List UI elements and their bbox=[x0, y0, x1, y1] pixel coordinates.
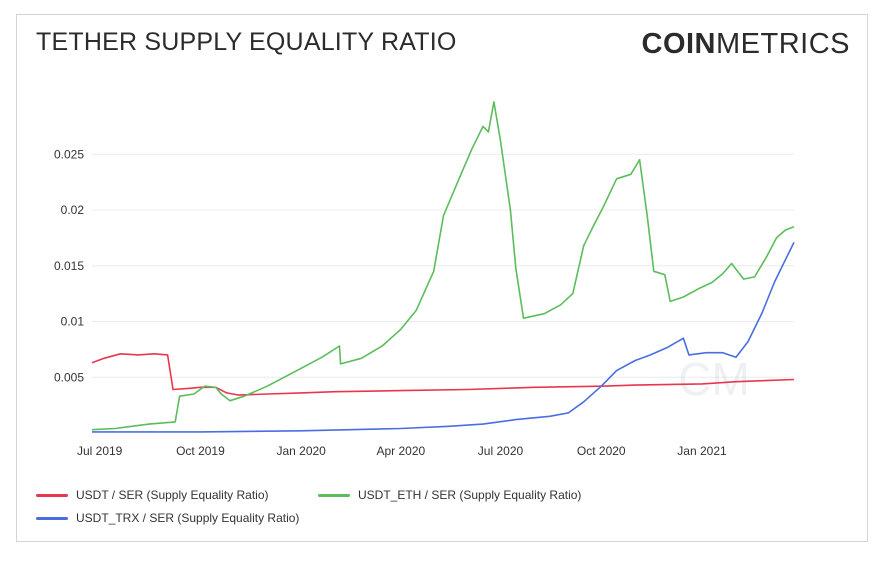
y-tick-label: 0.015 bbox=[54, 259, 84, 273]
x-axis-ticks: Jul 2019 Oct 2019 Jan 2020 Apr 2020 Jul 2020… bbox=[77, 444, 727, 458]
y-axis-ticks: 0.005 0.01 0.015 0.02 0.025 bbox=[54, 147, 84, 384]
legend-label-usdt-eth: USDT_ETH / SER (Supply Equality Ratio) bbox=[358, 488, 582, 502]
legend-item-usdt: USDT / SER (Supply Equality Ratio) bbox=[36, 488, 269, 502]
svg-text:CM: CM bbox=[678, 353, 750, 405]
legend-swatch-usdt-trx bbox=[36, 516, 68, 520]
x-tick-label: Jul 2020 bbox=[478, 444, 524, 458]
gridlines bbox=[92, 153, 794, 378]
x-tick-label: Oct 2019 bbox=[176, 444, 225, 458]
y-tick-label: 0.02 bbox=[61, 203, 85, 217]
y-tick-label: 0.01 bbox=[61, 315, 85, 329]
cm-watermark-icon: CM bbox=[678, 353, 750, 405]
y-tick-label: 0.005 bbox=[54, 370, 84, 384]
x-tick-label: Apr 2020 bbox=[376, 444, 425, 458]
legend-label-usdt-trx: USDT_TRX / SER (Supply Equality Ratio) bbox=[76, 511, 300, 525]
x-tick-label: Jan 2020 bbox=[276, 444, 326, 458]
legend-label-usdt: USDT / SER (Supply Equality Ratio) bbox=[76, 488, 269, 502]
x-tick-label: Jul 2019 bbox=[77, 444, 123, 458]
x-tick-label: Jan 2021 bbox=[677, 444, 727, 458]
y-tick-label: 0.025 bbox=[54, 147, 84, 161]
series-lines bbox=[91, 101, 795, 433]
chart-frame bbox=[16, 14, 868, 542]
x-tick-label: Oct 2020 bbox=[577, 444, 626, 458]
series-line-usdt-eth bbox=[91, 101, 795, 431]
legend-swatch-usdt bbox=[36, 493, 68, 497]
chart-title: TETHER SUPPLY EQUALITY RATIO bbox=[36, 28, 457, 56]
legend-swatch-usdt-eth bbox=[318, 493, 350, 497]
coinmetrics-logo: COINMETRICS bbox=[641, 28, 850, 60]
series-line-usdt bbox=[91, 352, 795, 396]
series-line-usdt-trx bbox=[92, 241, 795, 433]
legend-item-usdt-trx: USDT_TRX / SER (Supply Equality Ratio) bbox=[36, 511, 299, 525]
legend-item-usdt-eth: USDT_ETH / SER (Supply Equality Ratio) bbox=[318, 488, 581, 502]
